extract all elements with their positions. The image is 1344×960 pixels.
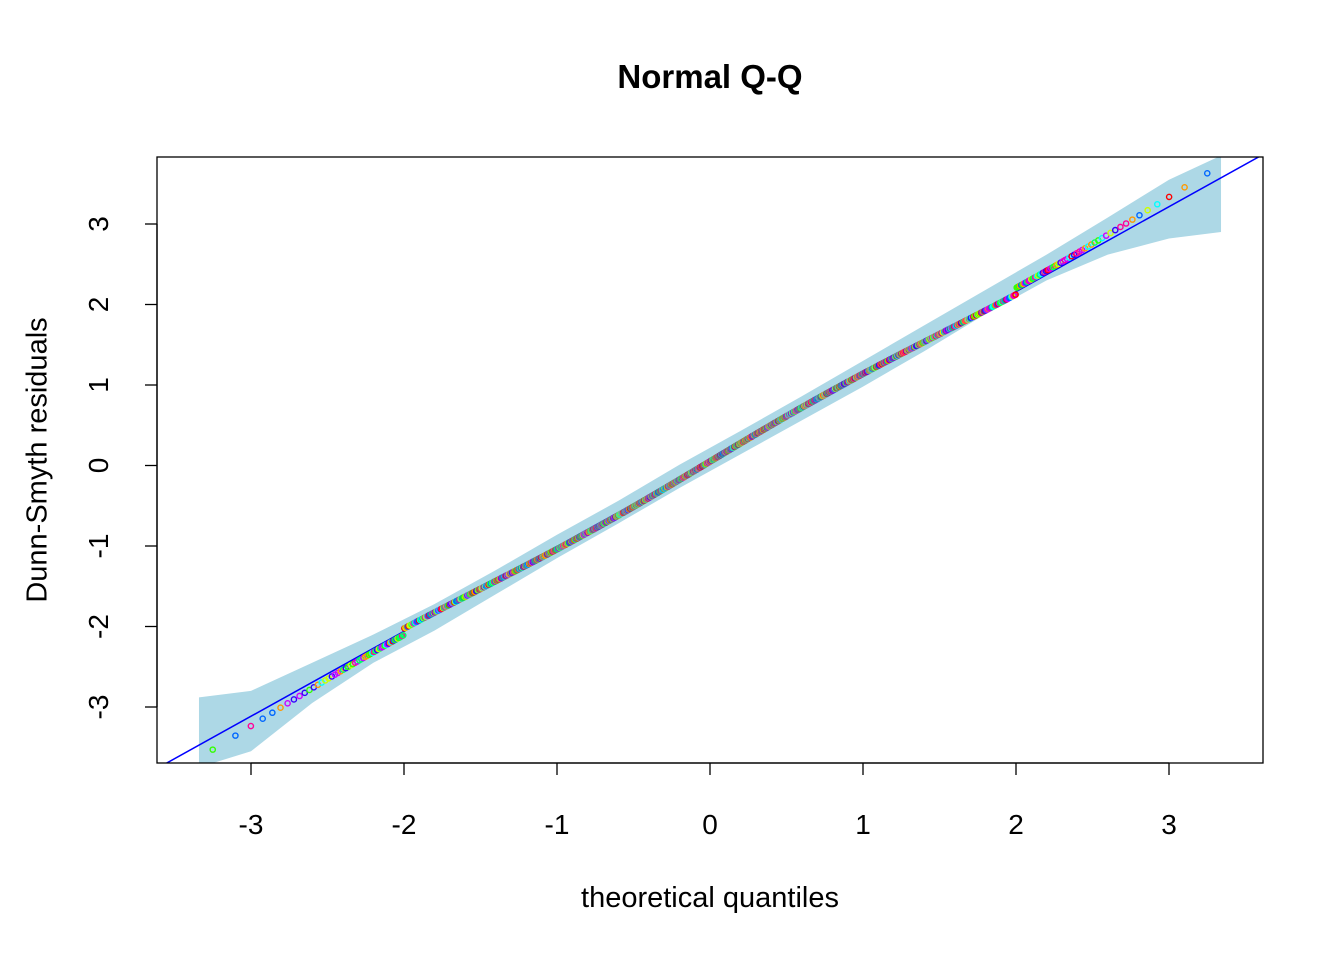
x-tick-label: 0 xyxy=(702,809,718,840)
y-tick-label: 2 xyxy=(83,297,114,313)
x-axis: -3 -2 -1 0 1 2 3 xyxy=(239,762,1177,840)
data-point xyxy=(209,746,217,753)
y-tick-label: 3 xyxy=(83,216,114,232)
data-point xyxy=(1165,193,1173,201)
data-point xyxy=(1251,143,1256,148)
data-point xyxy=(1129,216,1136,223)
plot-area xyxy=(164,143,1261,780)
y-tick-label: 1 xyxy=(83,377,114,393)
data-point xyxy=(259,715,267,723)
data-point xyxy=(1117,223,1124,231)
x-tick-label: -3 xyxy=(239,809,264,840)
y-tick-label: -2 xyxy=(83,614,114,639)
y-tick-label: -3 xyxy=(83,695,114,720)
x-axis-label: theoretical quantiles xyxy=(581,882,839,914)
x-tick-label: 1 xyxy=(855,809,871,840)
data-point xyxy=(1181,184,1188,191)
x-tick-label: -2 xyxy=(392,809,417,840)
data-point xyxy=(284,700,291,707)
data-point xyxy=(301,689,309,697)
y-tick-label: 0 xyxy=(83,458,114,474)
data-point xyxy=(247,722,255,730)
data-point xyxy=(1136,211,1143,219)
data-point xyxy=(290,696,298,703)
data-point xyxy=(1107,229,1114,237)
data-point xyxy=(1153,200,1161,208)
y-tick-label: -1 xyxy=(83,534,114,559)
data-point xyxy=(1122,220,1130,227)
x-tick-label: -1 xyxy=(545,809,570,840)
chart-title: Normal Q-Q xyxy=(617,58,803,95)
x-tick-label: 2 xyxy=(1008,809,1024,840)
data-point xyxy=(1111,226,1119,234)
data-point xyxy=(269,709,276,717)
data-point xyxy=(399,632,407,639)
data-point xyxy=(1012,291,1019,298)
data-point xyxy=(277,704,284,711)
data-point xyxy=(232,732,239,739)
data-point xyxy=(1144,206,1151,214)
data-point xyxy=(296,692,303,700)
data-point xyxy=(164,775,169,780)
data-point xyxy=(1203,170,1211,177)
x-tick-label: 3 xyxy=(1161,809,1177,840)
y-axis: -3 -2 -1 0 1 2 3 xyxy=(83,216,158,720)
